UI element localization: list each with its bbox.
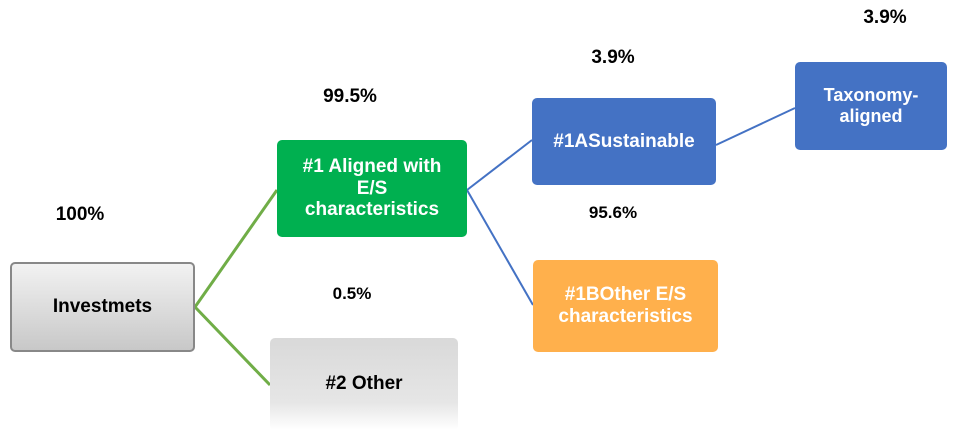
node-box: Taxonomy-aligned: [795, 62, 947, 150]
connector: [715, 107, 796, 146]
node-box: Investmets: [10, 262, 195, 352]
node-label: aligned: [839, 106, 903, 126]
node-box: #1 Aligned with E/S characteristics: [277, 140, 467, 237]
connector: [193, 305, 272, 387]
node-box: #2 Other: [270, 338, 458, 430]
share-label: 0.5%: [332, 284, 372, 303]
node-box: #1ASustainable: [532, 98, 716, 185]
node-label: E/S: [356, 177, 388, 199]
node-label: #1BOther E/S: [564, 284, 687, 306]
node-label: Taxonomy-: [823, 85, 919, 106]
node-label: #1 Aligned with: [302, 155, 442, 177]
share-label: 95.6%: [588, 203, 638, 222]
node-label: characteristics: [558, 306, 693, 327]
node-label: #1ASustainable: [553, 130, 695, 152]
node-label: Investmets: [52, 296, 153, 318]
node-label: characteristics: [304, 199, 440, 221]
connector: [466, 139, 533, 191]
share-label: 3.9%: [863, 7, 907, 28]
share-label: 99.5%: [323, 86, 377, 107]
connector: [193, 189, 279, 308]
node-label: #2 Other: [325, 373, 403, 395]
share-label: 3.9%: [591, 47, 635, 68]
share-label: 100%: [55, 204, 105, 225]
node-box: #1BOther E/S characteristics: [533, 260, 718, 352]
connector: [466, 189, 534, 306]
